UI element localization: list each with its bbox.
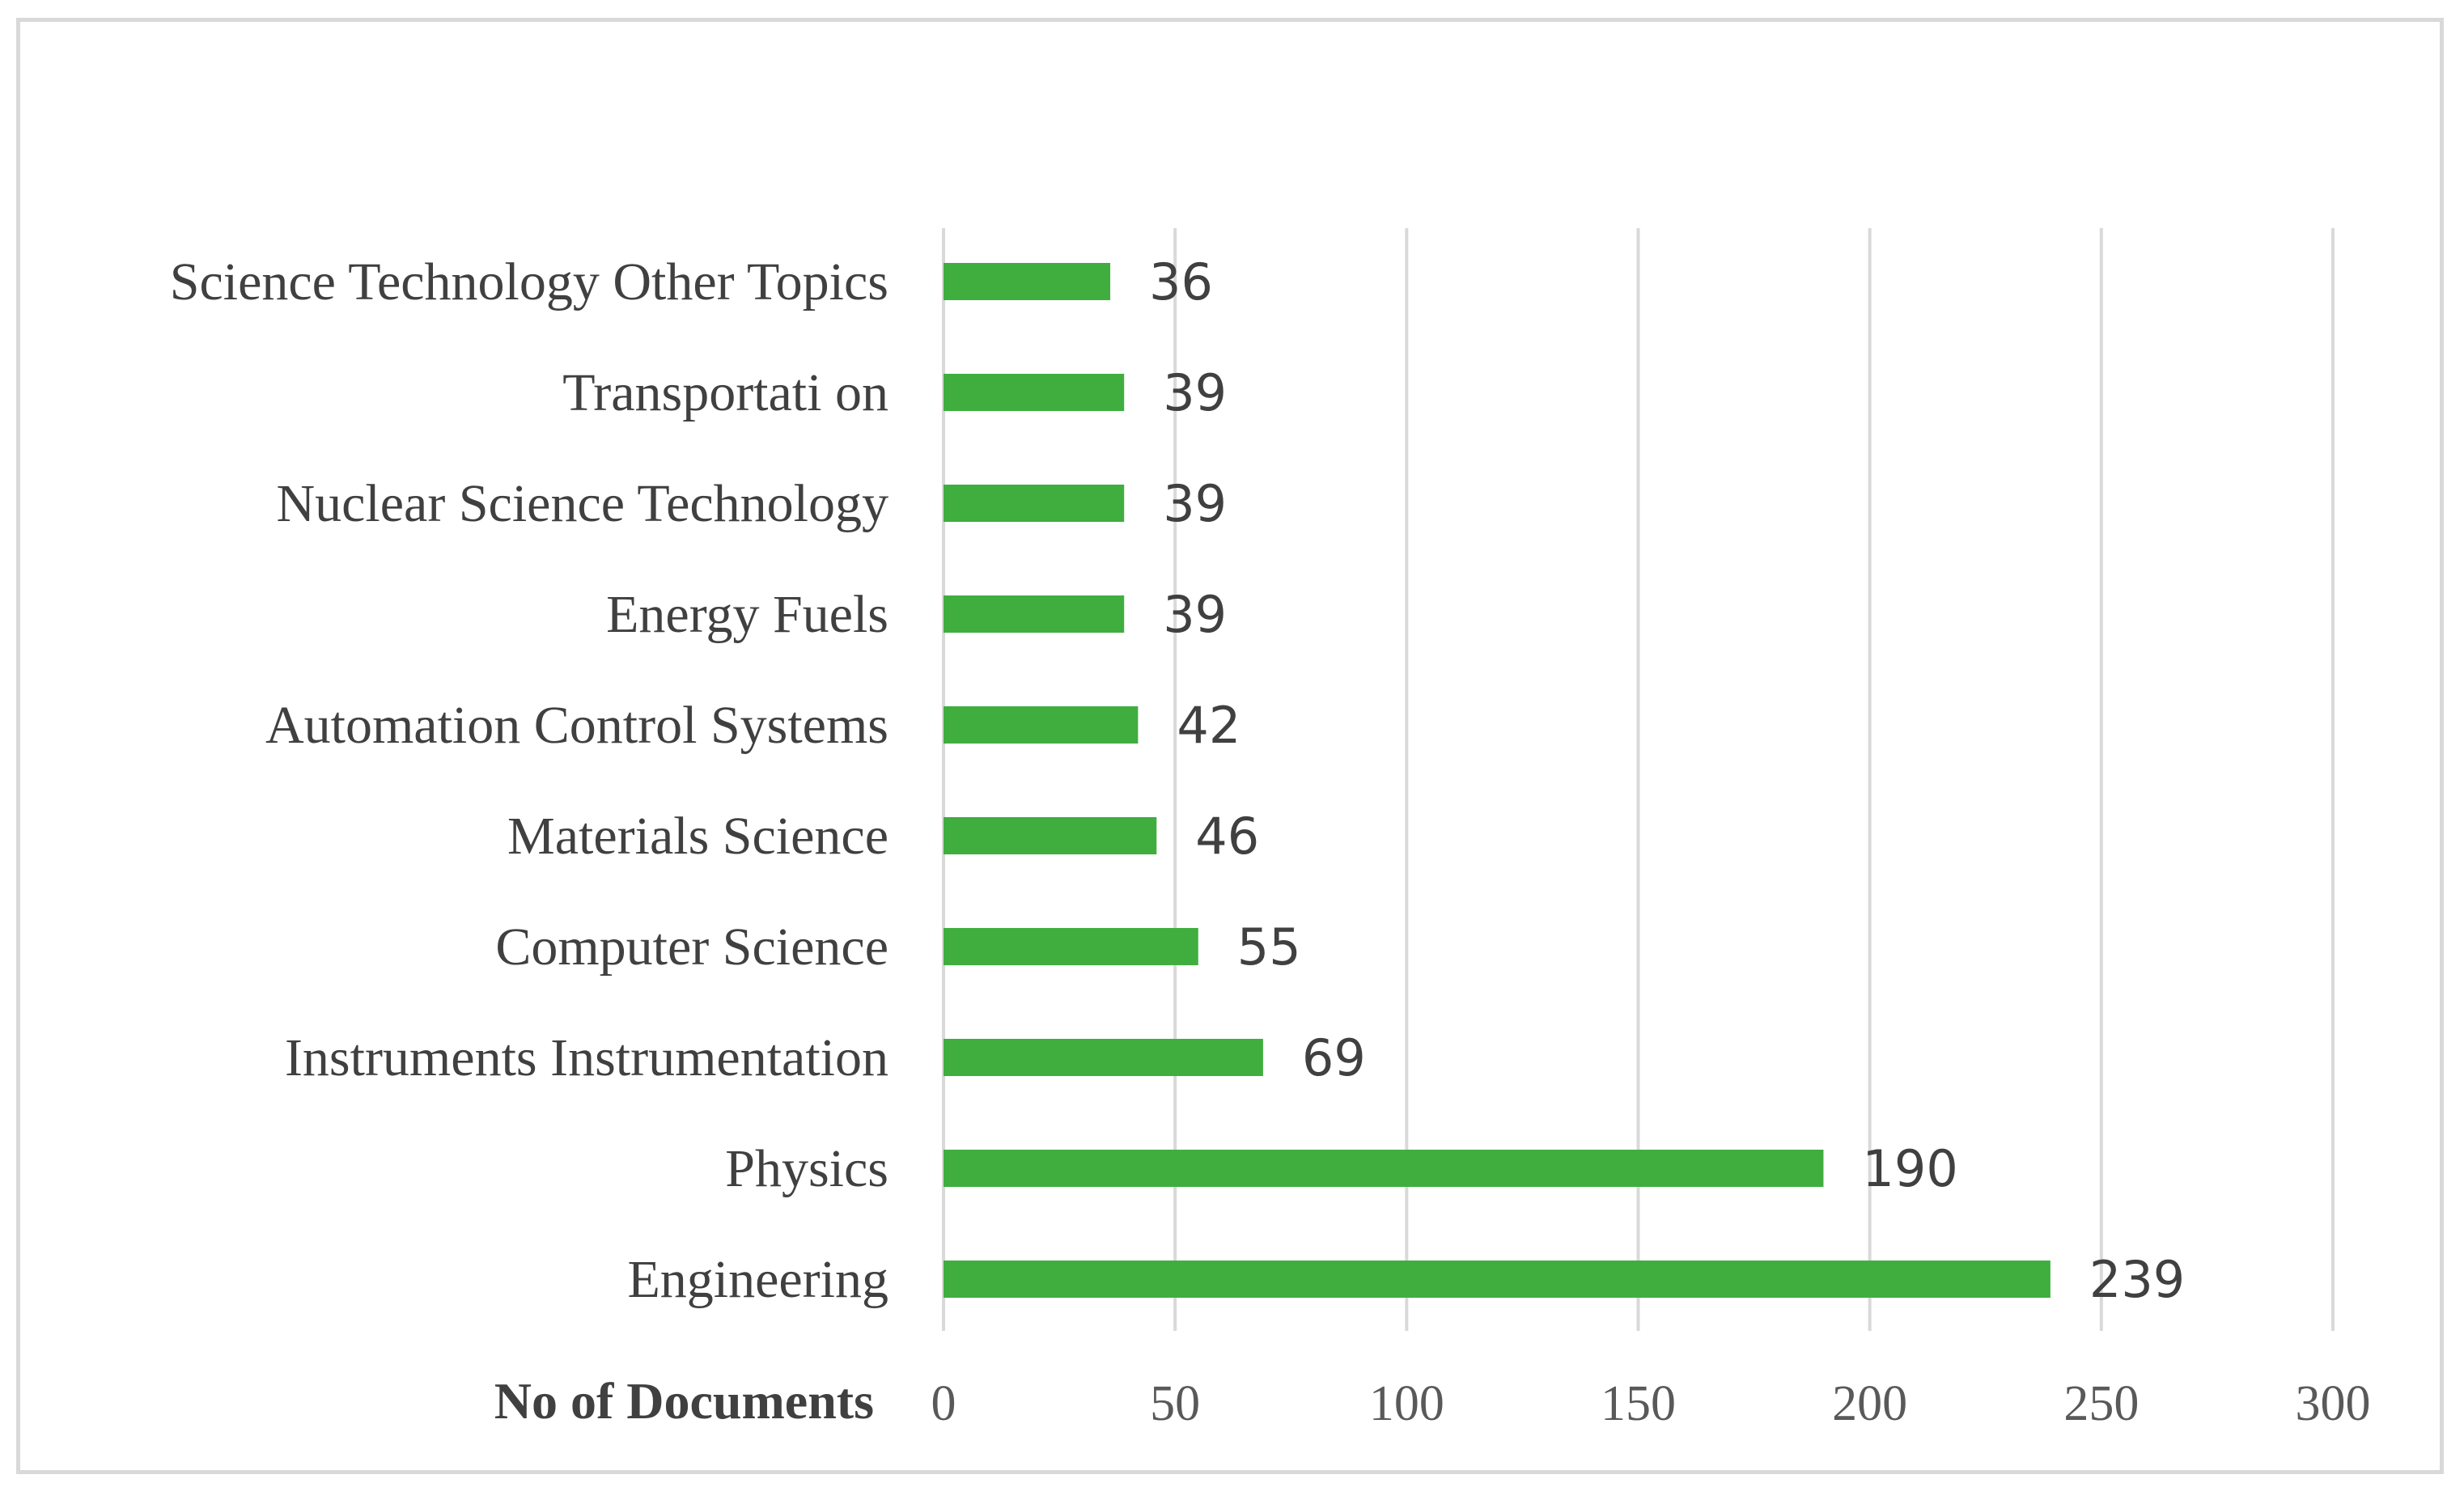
data-label: 39 — [1163, 474, 1227, 533]
bar — [944, 263, 1111, 300]
bar — [944, 595, 1125, 633]
labels: 0 50 100 150 200 250 300 Science Technology Oth… — [170, 252, 2371, 1431]
bars — [944, 263, 2051, 1298]
data-label: 42 — [1177, 696, 1240, 755]
bar — [944, 485, 1125, 522]
category-label: Energy Fuels — [606, 585, 888, 644]
category-label: Computer Science — [495, 917, 888, 977]
data-label: 39 — [1163, 363, 1227, 422]
category-label: Materials Science — [507, 807, 888, 866]
category-label: Automation Control Systems — [265, 696, 888, 755]
x-tick-label: 50 — [1150, 1376, 1200, 1431]
category-label: Instruments Instrumentation — [285, 1028, 888, 1087]
x-axis-title: No of Documents — [494, 1372, 874, 1430]
data-label: 36 — [1149, 252, 1213, 311]
category-label: Physics — [725, 1139, 888, 1198]
data-label: 39 — [1163, 585, 1227, 644]
gridlines — [942, 228, 2335, 1331]
data-label: 190 — [1862, 1139, 1957, 1198]
bar — [944, 1261, 2051, 1298]
x-tick-label: 100 — [1369, 1376, 1444, 1431]
bar — [944, 928, 1198, 965]
data-label: 239 — [2089, 1250, 2185, 1309]
x-tick-label: 300 — [2296, 1376, 2371, 1431]
data-label: 55 — [1237, 917, 1301, 977]
x-tick-label: 150 — [1601, 1376, 1676, 1431]
x-tick-label: 250 — [2063, 1376, 2139, 1431]
chart-frame — [16, 18, 2444, 1474]
bar — [944, 706, 1139, 744]
category-label: Transportati on — [562, 363, 888, 422]
bar — [944, 1150, 1824, 1187]
category-label: Nuclear Science Technology — [276, 474, 888, 533]
bar — [944, 374, 1125, 411]
data-label: 69 — [1302, 1028, 1366, 1087]
category-label: Engineering — [627, 1250, 888, 1309]
category-label: Science Technology Other Topics — [170, 252, 888, 311]
x-tick-label: 0 — [931, 1376, 956, 1431]
bar — [944, 817, 1157, 854]
bar — [944, 1039, 1263, 1076]
x-tick-label: 200 — [1832, 1376, 1907, 1431]
data-label: 46 — [1195, 807, 1259, 866]
